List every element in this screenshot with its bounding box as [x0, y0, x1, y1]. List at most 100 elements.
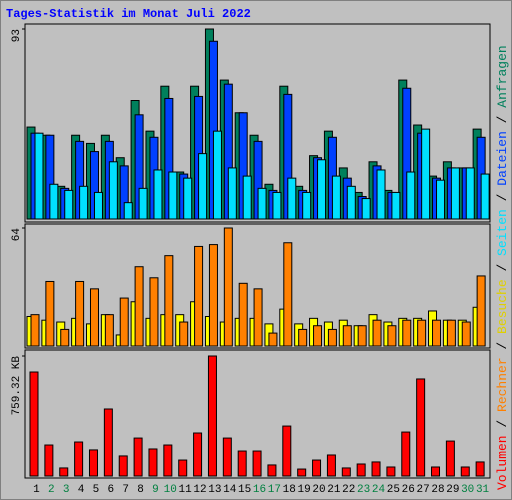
legend-entry: Seiten [495, 209, 510, 256]
bar [238, 282, 248, 347]
bar [103, 408, 113, 477]
x-tick-label: 19 [298, 484, 311, 496]
bar [476, 275, 486, 347]
bar [168, 171, 178, 220]
legend-entry: Rechner [495, 357, 510, 412]
bar [257, 187, 267, 220]
x-tick-label: 3 [63, 484, 70, 496]
bar [198, 153, 208, 220]
bar [341, 467, 351, 477]
chart-title: Tages-Statistik im Monat Juli 2022 [6, 7, 251, 21]
bar [327, 328, 337, 347]
bar [302, 191, 312, 220]
bar [183, 177, 193, 220]
bar [313, 325, 323, 347]
bar [297, 468, 307, 477]
bar [401, 431, 411, 477]
bar [29, 371, 39, 477]
bar [118, 455, 128, 477]
bar [194, 245, 204, 347]
bar [480, 173, 490, 220]
bar [134, 266, 144, 347]
bar [357, 325, 367, 347]
bar [212, 130, 222, 220]
bar [222, 437, 232, 477]
x-tick-label: 1 [33, 484, 40, 496]
bar [193, 432, 203, 477]
bar [416, 378, 426, 477]
y-tick-label: 93 [11, 29, 23, 42]
bar [138, 187, 148, 220]
bar [253, 288, 263, 347]
legend-entry: Dateien [495, 131, 510, 186]
legend-entry: Volumen [495, 435, 510, 490]
bar [44, 444, 54, 477]
bar [387, 325, 397, 347]
x-tick-label: 20 [312, 484, 325, 496]
x-tick-label: 18 [283, 484, 296, 496]
bar [60, 328, 70, 347]
bar [223, 227, 233, 347]
legend-entry: Besuche [495, 279, 510, 334]
legend-separator: / [495, 186, 510, 209]
bar [30, 314, 40, 347]
bar [164, 255, 174, 347]
legend-separator: / [495, 256, 510, 279]
y-tick-label: 64 [11, 228, 23, 242]
bar [461, 321, 471, 347]
bar [34, 132, 44, 220]
x-tick-label: 4 [78, 484, 85, 496]
x-tick-label: 28 [431, 484, 444, 496]
bar [74, 441, 84, 477]
bar [45, 280, 55, 347]
bar [376, 169, 386, 220]
x-tick-label: 24 [372, 484, 386, 496]
bar [450, 167, 460, 220]
bar [287, 177, 297, 220]
bar [445, 440, 455, 477]
bar [88, 449, 98, 477]
bar [119, 297, 129, 347]
bar [108, 161, 118, 220]
x-tick-label: 31 [476, 484, 490, 496]
bar [283, 242, 293, 347]
bar [446, 319, 456, 347]
bar [475, 461, 485, 477]
bar [79, 185, 89, 220]
legend-separator: / [495, 334, 510, 357]
legend-separator: / [495, 108, 510, 131]
bar [432, 319, 442, 347]
x-tick-label: 22 [342, 484, 355, 496]
x-tick-label: 6 [107, 484, 114, 496]
x-tick-label: 23 [357, 484, 370, 496]
x-tick-label: 9 [152, 484, 159, 496]
bar [252, 450, 262, 477]
bar [436, 179, 446, 220]
bar [59, 467, 69, 477]
bar [148, 448, 158, 477]
bar [227, 167, 237, 220]
bar [207, 355, 217, 477]
bar [75, 280, 85, 347]
x-tick-label: 16 [253, 484, 266, 496]
bar [49, 183, 59, 220]
x-tick-label: 2 [48, 484, 55, 496]
bar [326, 454, 336, 477]
bar [402, 319, 412, 347]
bar [331, 175, 341, 220]
bar [104, 314, 114, 347]
bar [149, 277, 159, 347]
bar [312, 459, 322, 477]
x-tick-label: 15 [238, 484, 251, 496]
bar [406, 171, 416, 220]
y-tick-label: 759.32 KB [11, 356, 23, 416]
bar [163, 444, 173, 477]
bar [361, 198, 371, 220]
bar [386, 466, 396, 477]
x-tick-label: 7 [122, 484, 129, 496]
bar [372, 319, 382, 347]
bar [298, 328, 308, 347]
bar [208, 244, 218, 347]
bar [356, 463, 366, 477]
